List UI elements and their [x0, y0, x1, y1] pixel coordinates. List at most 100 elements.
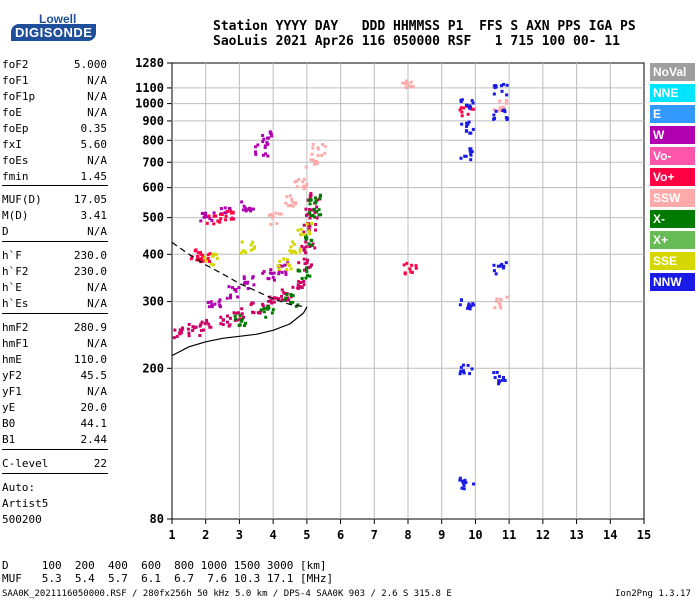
echo-mark [249, 243, 253, 247]
echo-mark [201, 259, 205, 263]
param-label: h`Es [2, 297, 29, 310]
echo-mark [318, 196, 322, 200]
echo-mark [269, 268, 273, 272]
echo-mark [198, 333, 202, 337]
echo-mark [505, 118, 509, 122]
param-row: h`Es N/A [2, 296, 107, 312]
echo-mark [236, 318, 240, 322]
echo-mark [314, 199, 318, 203]
echo-mark [219, 207, 223, 211]
echo-mark [505, 295, 509, 299]
echo-mark [471, 302, 475, 306]
param-value: N/A [87, 106, 107, 119]
echo-mark [321, 143, 325, 147]
echo-mark [196, 251, 200, 255]
echo-mark [240, 200, 244, 204]
auto-label: Auto: [2, 481, 36, 494]
echo-mark [470, 99, 474, 103]
echo-mark [289, 267, 293, 271]
param-label: h`F [2, 249, 22, 262]
header-labels: Station YYYY DAY DDD HHMMSS P1 FFS S AXN… [213, 19, 636, 34]
echo-mark [232, 217, 236, 221]
echo-mark [459, 156, 463, 160]
echo-mark [304, 245, 308, 249]
param-row: B0 44.1 [2, 416, 107, 432]
echo-mark [298, 284, 302, 288]
param-label: B0 [2, 417, 16, 430]
echo-mark [315, 205, 319, 209]
echo-mark [285, 258, 289, 262]
echo-mark [311, 214, 315, 218]
echo-mark [228, 316, 232, 320]
echo-mark [409, 80, 413, 84]
echo-mark [302, 283, 306, 287]
echo-mark [302, 257, 306, 261]
echo-mark [469, 304, 473, 308]
echo-mark [460, 122, 464, 126]
echo-mark [202, 215, 206, 219]
echo-mark [278, 259, 282, 263]
echo-mark [276, 264, 280, 268]
echo-mark [316, 154, 320, 158]
echo-mark [300, 277, 304, 281]
echo-mark [465, 121, 469, 125]
param-label: foE [2, 106, 22, 119]
echo-mark [269, 222, 273, 226]
echo-mark [306, 212, 310, 216]
param-label: D [2, 225, 9, 238]
echo-mark [208, 325, 212, 329]
echo-mark [263, 152, 267, 156]
echo-mark [501, 106, 505, 110]
echo-mark [178, 328, 182, 332]
echo-mark [468, 131, 472, 135]
x-tick-label: 14 [603, 528, 617, 542]
echo-mark [307, 224, 311, 228]
echo-mark [277, 269, 281, 273]
echo-mark [229, 217, 233, 221]
echo-mark [262, 306, 266, 310]
echo-mark [215, 256, 219, 260]
echo-mark [304, 267, 308, 271]
param-label: fxI [2, 138, 22, 151]
echo-mark [498, 264, 502, 268]
param-value: 5.60 [80, 138, 108, 151]
echo-mark [236, 311, 240, 315]
echo-mark [458, 372, 462, 376]
echo-mark [499, 297, 503, 301]
legend-item: Vo- [650, 147, 695, 165]
echo-mark [263, 144, 267, 148]
echo-mark [462, 483, 466, 487]
echo-mark [312, 207, 316, 211]
echo-mark [461, 481, 465, 485]
echo-mark [466, 363, 470, 367]
echo-mark [234, 287, 238, 291]
auto-artist: Artist5 [2, 497, 49, 510]
y-tick-label: 1000 [135, 97, 164, 111]
echo-mark [302, 280, 306, 284]
y-tick-label: 900 [142, 114, 164, 128]
echo-mark [172, 336, 176, 340]
echo-mark [291, 294, 295, 298]
param-label: foF1p [2, 90, 36, 103]
echo-mark [291, 204, 295, 208]
echo-mark [505, 83, 509, 87]
param-separator [2, 473, 108, 474]
echo-mark [305, 258, 309, 262]
echo-mark [210, 305, 214, 309]
echo-mark [460, 114, 464, 118]
echo-mark [310, 152, 314, 156]
param-value: 2.44 [80, 433, 108, 446]
echo-mark [401, 81, 405, 85]
param-row: C-level 22 [2, 456, 107, 472]
echo-mark [197, 257, 201, 261]
echo-mark [272, 278, 276, 282]
echo-mark [314, 228, 318, 232]
echo-mark [244, 250, 248, 254]
echo-mark [261, 153, 265, 157]
logo-digisonde: DIGISONDE [11, 24, 97, 41]
echo-mark [460, 110, 464, 114]
echo-mark [272, 300, 276, 304]
echo-mark [304, 276, 308, 280]
echo-mark [320, 153, 324, 157]
echo-mark [404, 79, 408, 83]
